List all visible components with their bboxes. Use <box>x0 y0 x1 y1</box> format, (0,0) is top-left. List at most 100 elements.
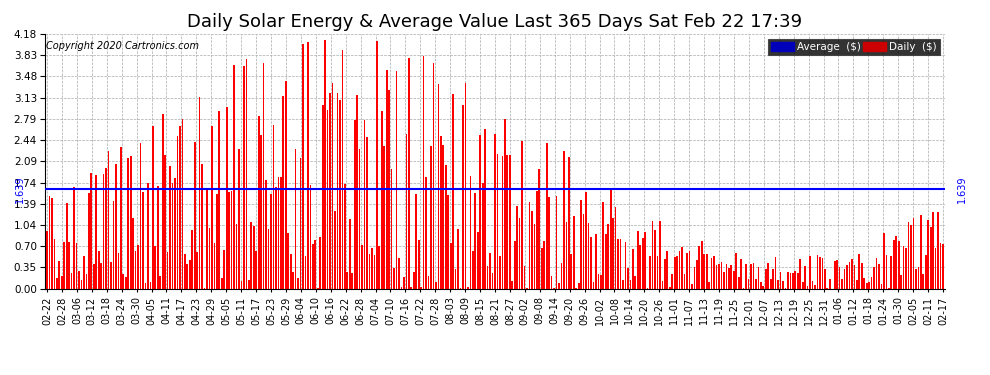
Bar <box>348 219 350 289</box>
Bar <box>159 276 161 289</box>
Bar <box>189 260 191 289</box>
Bar <box>90 172 92 289</box>
Bar <box>214 243 215 289</box>
Bar <box>428 276 430 289</box>
Bar <box>642 238 644 289</box>
Bar <box>731 265 733 289</box>
Bar <box>686 254 688 289</box>
Bar <box>49 196 50 289</box>
Bar <box>930 228 932 289</box>
Bar <box>846 265 847 289</box>
Bar <box>105 168 107 289</box>
Bar <box>539 168 541 289</box>
Bar <box>411 287 412 289</box>
Bar <box>47 231 48 289</box>
Bar <box>762 286 764 289</box>
Bar <box>757 267 759 289</box>
Bar <box>398 258 400 289</box>
Bar <box>689 251 690 289</box>
Bar <box>430 146 432 289</box>
Bar <box>426 177 427 289</box>
Bar <box>78 271 80 289</box>
Bar <box>270 194 272 289</box>
Bar <box>893 240 895 289</box>
Bar <box>873 267 875 289</box>
Bar <box>733 271 735 289</box>
Bar <box>622 280 624 289</box>
Title: Daily Solar Energy & Average Value Last 365 Days Sat Feb 22 17:39: Daily Solar Energy & Average Value Last … <box>187 13 803 31</box>
Bar <box>98 251 100 289</box>
Bar <box>789 273 791 289</box>
Bar <box>327 110 329 289</box>
Bar <box>858 254 860 289</box>
Bar <box>464 83 466 289</box>
Bar <box>755 279 756 289</box>
Bar <box>403 277 405 289</box>
Bar <box>848 262 850 289</box>
Bar <box>736 253 738 289</box>
Bar <box>216 194 218 289</box>
Bar <box>913 218 915 289</box>
Bar <box>267 229 269 289</box>
Bar <box>140 142 142 289</box>
Bar <box>435 282 437 289</box>
Bar <box>684 274 685 289</box>
Bar <box>85 274 87 289</box>
Bar <box>578 283 579 289</box>
Bar <box>454 269 456 289</box>
Bar <box>814 285 816 289</box>
Bar <box>75 243 77 289</box>
Bar <box>541 248 543 289</box>
Bar <box>115 164 117 289</box>
Bar <box>617 239 619 289</box>
Bar <box>416 194 417 289</box>
Bar <box>257 116 259 289</box>
Bar <box>822 258 824 289</box>
Bar <box>615 207 617 289</box>
Bar <box>819 257 821 289</box>
Bar <box>373 255 375 289</box>
Bar <box>545 143 547 289</box>
Bar <box>125 277 127 289</box>
Bar <box>659 222 660 289</box>
Bar <box>300 158 301 289</box>
Bar <box>174 178 176 289</box>
Bar <box>588 224 589 289</box>
Bar <box>440 136 442 289</box>
Bar <box>900 275 902 289</box>
Bar <box>260 135 262 289</box>
Bar <box>713 256 715 289</box>
Bar <box>661 281 663 289</box>
Bar <box>423 56 425 289</box>
Bar <box>723 272 725 289</box>
Bar <box>272 126 274 289</box>
Bar <box>701 241 703 289</box>
Bar <box>630 280 632 289</box>
Bar <box>728 268 730 289</box>
Bar <box>383 146 385 289</box>
Bar <box>457 229 459 289</box>
Bar <box>113 201 114 289</box>
Bar <box>866 282 867 289</box>
Bar <box>250 222 252 289</box>
Bar <box>56 278 57 289</box>
Bar <box>507 155 508 289</box>
Bar <box>252 226 254 289</box>
Bar <box>799 259 801 289</box>
Bar <box>908 222 910 289</box>
Bar <box>406 134 407 289</box>
Bar <box>358 148 360 289</box>
Bar <box>834 261 836 289</box>
Bar <box>517 206 518 289</box>
Bar <box>794 271 796 289</box>
Bar <box>583 214 584 289</box>
Bar <box>255 251 257 289</box>
Bar <box>467 287 469 289</box>
Bar <box>656 256 658 289</box>
Bar <box>472 251 473 289</box>
Bar <box>315 240 316 289</box>
Bar <box>632 249 634 289</box>
Bar <box>128 158 129 289</box>
Bar <box>53 239 55 289</box>
Bar <box>287 232 289 289</box>
